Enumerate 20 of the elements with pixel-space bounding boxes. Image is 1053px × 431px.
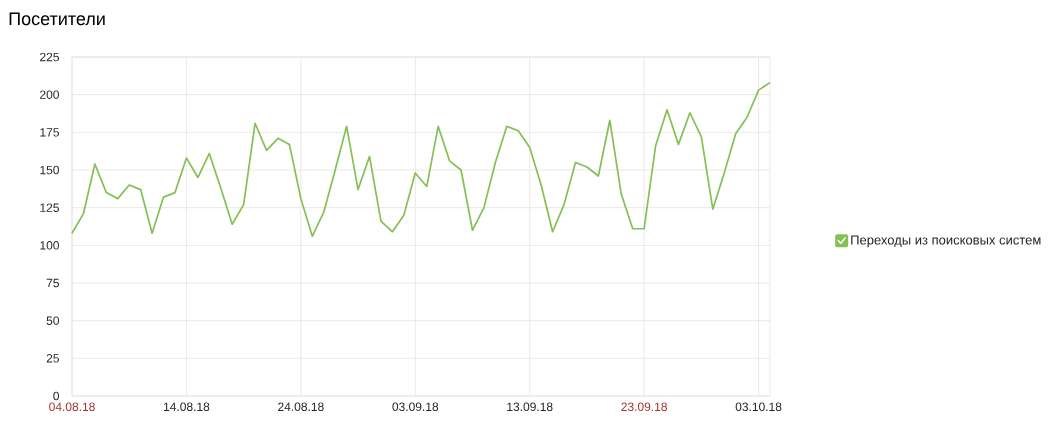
y-tick-label: 0 [53,391,60,401]
x-tick-label: 13.09.18 [507,402,553,412]
y-tick-label: 225 [40,52,59,62]
x-tick-label: 03.10.18 [735,402,782,412]
y-tick-label: 75 [46,278,59,288]
y-tick-label: 100 [40,241,60,250]
x-tick-label: 14.08.18 [163,402,210,412]
x-tick-label: 23.09.18 [621,402,667,412]
y-tick-label: 200 [40,90,60,99]
y-tick-label: 125 [40,203,59,212]
y-tick-label: 150 [40,165,60,175]
y-tick-label: 175 [40,128,59,137]
legend-label: Переходы из поисковых систем [851,235,1041,248]
x-tick-label: 24.08.18 [278,402,324,412]
x-tick-label: 03.09.18 [392,402,439,412]
x-tick-label: 04.08.18 [49,402,95,412]
chart-title: Посетители [9,12,105,26]
y-tick-label: 25 [46,354,59,363]
line-series [71,81,771,238]
y-tick-label: 50 [46,316,60,325]
